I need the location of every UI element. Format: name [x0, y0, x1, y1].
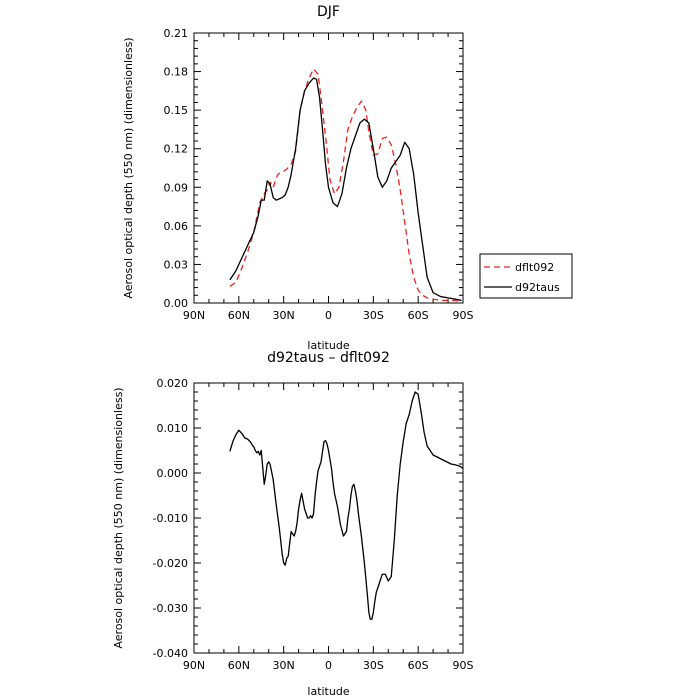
panel-bottom-x-tick-label: 30N [273, 659, 295, 672]
panel-bottom-title: d92taus – dflt092 [267, 350, 390, 366]
panel-bottom-y-tick-label: 0.000 [157, 467, 189, 480]
panel-top: DJF Aerosol optical depth (550 nm) (dime… [122, 4, 474, 352]
panel-top-y-tick-label: 0.15 [164, 104, 189, 117]
panel-top-x-tick-label: 0 [325, 309, 332, 322]
panel-bottom-x-tick-label: 90N [183, 659, 205, 672]
panel-top-y-tick-label: 0.06 [164, 220, 189, 233]
legend: dflt092 d92taus [479, 253, 573, 299]
panel-bottom-y-tick-label: 0.010 [157, 422, 189, 435]
panel-bottom: d92taus – dflt092 Aerosol optical depth … [112, 350, 474, 698]
panel-top-x-tick-label: 30S [363, 309, 384, 322]
panel-top-x-tick-label: 60N [228, 309, 250, 322]
panel-top-y-tick-label: 0.12 [164, 143, 189, 156]
panel-top-y-tick-label: 0.03 [164, 258, 189, 271]
legend-label-dflt092: dflt092 [515, 261, 554, 274]
panel-top-y-tick-label: 0.21 [164, 27, 189, 40]
panel-top-y-tick-label: 0.18 [164, 66, 189, 79]
panel-top-series-line-dflt092 [229, 68, 462, 303]
panel-top-x-tick-label: 30N [273, 309, 295, 322]
panel-bottom-x-tick-label: 30S [363, 659, 384, 672]
panel-bottom-x-tick-label: 60S [408, 659, 429, 672]
panel-bottom-x-tick-label: 0 [325, 659, 332, 672]
panel-top-y-tick-label: 0.09 [164, 181, 189, 194]
panel-bottom-xlabel: latitude [307, 685, 349, 698]
panel-bottom-ylabel: Aerosol optical depth (550 nm) (dimensio… [112, 387, 125, 648]
panel-bottom-y-tick-label: -0.020 [153, 557, 188, 570]
panel-bottom-y-tick-label: 0.020 [157, 377, 189, 390]
panel-bottom-x-tick-label: 90S [453, 659, 474, 672]
panel-top-x-tick-label: 90N [183, 309, 205, 322]
panel-top-title: DJF [317, 4, 340, 20]
panel-top-x-tick-label: 90S [453, 309, 474, 322]
panel-top-series-line-d92taus [229, 77, 462, 302]
panel-top-ylabel: Aerosol optical depth (550 nm) (dimensio… [122, 37, 135, 298]
panel-top-y-tick-label: 0.00 [164, 297, 189, 310]
panel-bottom-series-line-difference [229, 391, 464, 620]
panel-top-xlabel: latitude [307, 339, 349, 352]
panel-bottom-y-tick-label: -0.040 [153, 647, 188, 660]
legend-box [479, 253, 573, 299]
panel-top-x-tick-label: 60S [408, 309, 429, 322]
legend-label-d92taus: d92taus [515, 281, 560, 294]
panel-bottom-x-tick-label: 60N [228, 659, 250, 672]
panel-bottom-y-tick-label: -0.010 [153, 512, 188, 525]
panel-bottom-y-tick-label: -0.030 [153, 602, 188, 615]
